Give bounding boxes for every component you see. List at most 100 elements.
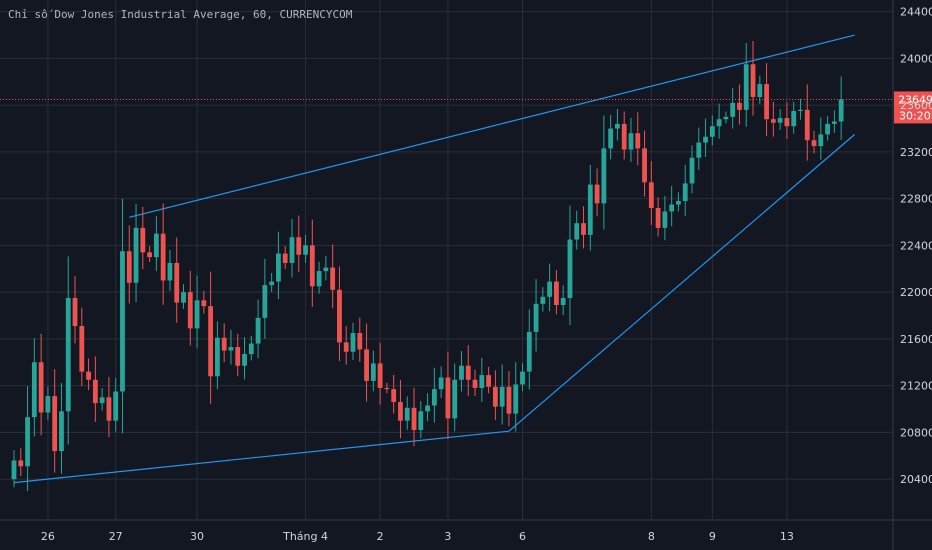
candle-body [520,371,525,385]
x-tick-label: 8 [648,530,655,543]
candle-body [140,227,146,253]
y-tick-label: 20800 [900,426,932,439]
candle-body [431,389,437,406]
x-tick-label: 9 [709,530,716,543]
candle-body [628,133,634,150]
candle-body [452,379,458,419]
y-tick-label: 24400 [900,6,932,19]
candle-body [804,109,810,141]
candle-body [594,184,600,204]
candle-body [79,326,85,372]
candle-body [770,119,776,123]
x-tick-label: 26 [41,530,55,543]
candle-body [811,140,817,147]
y-tick-label: 24000 [900,52,932,65]
candle-body [113,391,119,421]
trendlines[interactable] [13,34,856,484]
candle-body [764,84,769,120]
candle-body [194,300,200,329]
candle-body [404,407,410,421]
candle-body [526,331,532,372]
candle-body [777,118,783,123]
candle-body [120,251,125,392]
candle-body [384,387,390,390]
candle-body [215,337,220,377]
candle-body [425,405,430,412]
time-axis[interactable]: 26 27 30 Tháng 4 2 3 6 8 9 13 [41,530,794,543]
candle-body [723,116,729,120]
candle-body [472,379,478,388]
candle-body [25,417,30,467]
candle-body [757,84,763,97]
candle-body [65,297,71,412]
candle-body [18,460,24,467]
candle-body [364,349,369,381]
x-tick-label: 13 [780,530,794,543]
candle-body [506,386,512,414]
candle-body [187,292,193,329]
candle-body [248,343,254,355]
candle-body [92,379,98,404]
candle-body [703,136,708,143]
candle-body [228,347,234,351]
candle-body [282,253,288,263]
candle-body [11,460,17,480]
candle-body [153,233,159,258]
candle-body [86,371,91,380]
x-tick-label: Tháng 4 [282,530,328,543]
candle-body [499,386,505,407]
y-tick-label: 22800 [900,193,932,206]
candle-body [330,267,336,290]
candle-body [716,119,722,127]
candle-body [181,292,186,303]
candle-body [99,397,105,404]
candle-body [445,377,451,419]
candle-body [608,128,614,149]
candles [11,41,844,492]
candle-body [513,384,519,414]
trendline [129,34,855,218]
candle-body [323,267,329,272]
candle-body [133,227,139,283]
candle-body [398,401,403,421]
y-tick-label: 22000 [900,286,932,299]
candle-body [201,300,207,307]
candle-body [343,342,349,352]
candle-body [289,237,295,263]
candle-body [560,297,566,305]
candle-body [262,285,268,318]
y-tick-label: 23200 [900,146,932,159]
trendline [13,430,510,484]
candle-body [831,121,837,124]
candle-body [167,262,173,281]
candle-body [676,200,681,205]
candle-body [635,133,641,149]
candle-body [533,303,539,332]
candle-body [669,204,675,212]
candle-body [269,281,275,286]
candle-body [52,396,58,452]
chart-title: Chỉ số Dow Jones Industrial Average, 60,… [8,8,353,21]
last-price-line: 23649 30:20 [0,91,932,124]
candle-body [818,134,824,147]
candle-body [31,362,37,418]
candle-body [825,123,830,135]
candle-body [370,363,376,381]
candle-body [682,183,688,201]
candle-body [160,233,166,281]
candle-body [737,102,742,110]
candle-body [581,223,586,235]
candle-body [492,386,498,407]
candle-body [689,157,695,184]
candle-body [350,333,356,352]
candle-body [838,99,844,122]
candle-body [465,365,471,380]
candle-body [38,362,44,413]
countdown-label: 30:20 [899,109,931,122]
price-axis[interactable]: 20400 20800 21200 21600 22000 22400 22800 23200… [900,6,932,486]
candle-body [621,123,627,150]
candle-body [547,281,553,297]
candle-body [655,208,661,228]
candle-body [72,297,78,327]
